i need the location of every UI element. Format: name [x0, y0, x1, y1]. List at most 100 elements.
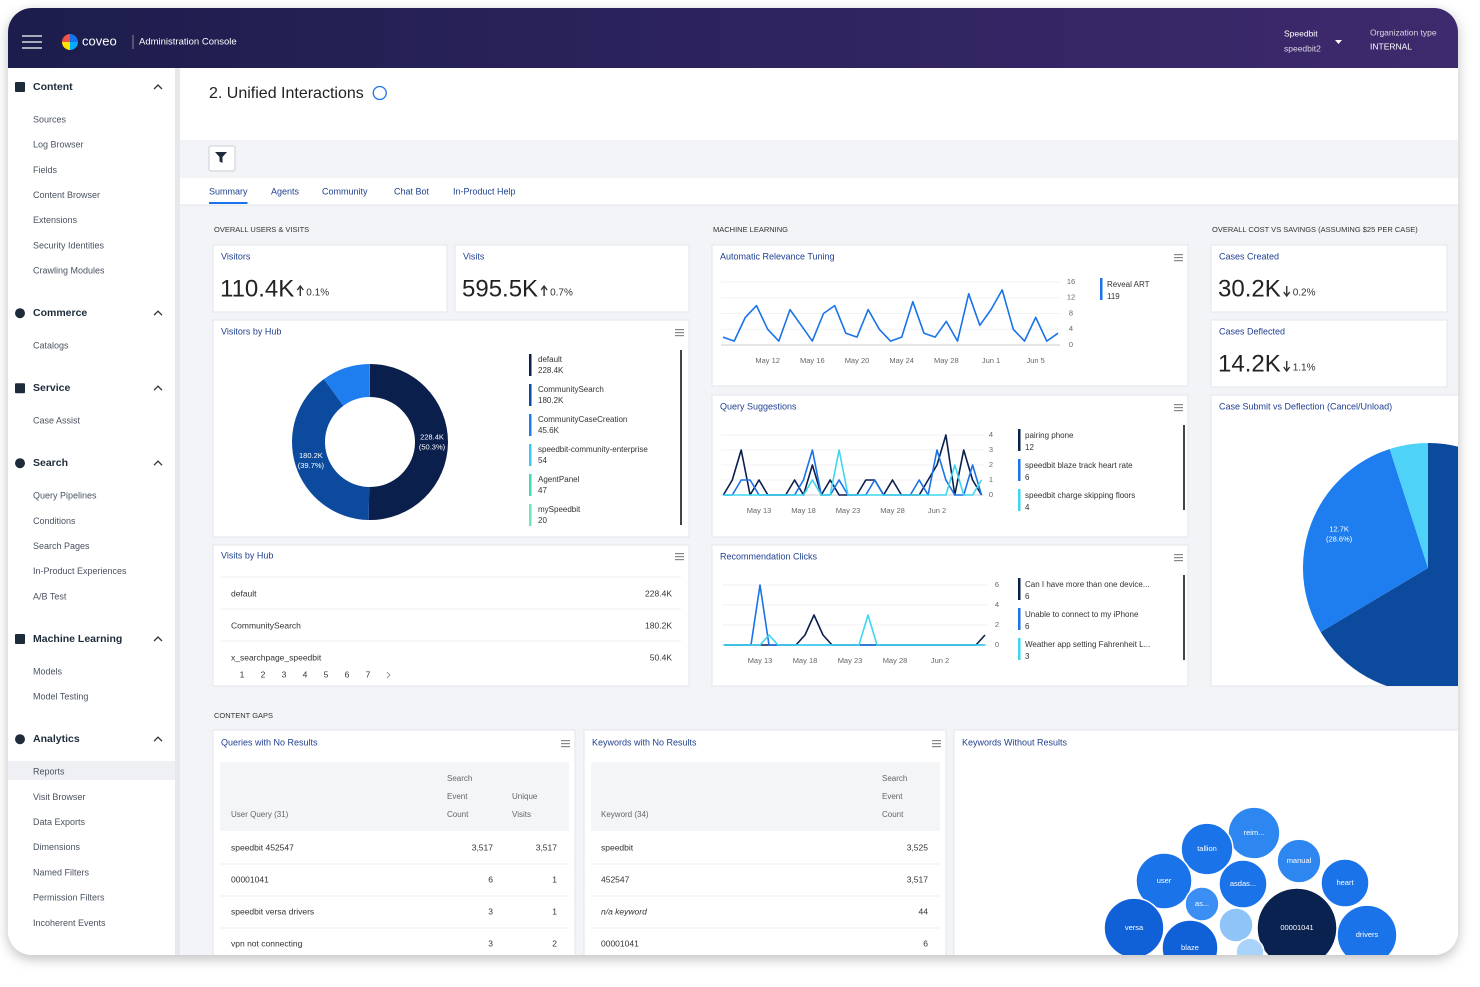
sidebar-item[interactable]: Extensions — [33, 215, 78, 225]
section-icon — [15, 308, 25, 319]
x-tick-label: Jun 2 — [931, 656, 949, 665]
hub-name: x_searchpage_speedbit — [231, 652, 322, 662]
column-header: Unique — [512, 792, 538, 801]
column-header[interactable]: Count — [447, 810, 469, 819]
sidebar-item[interactable]: Model Testing — [33, 692, 88, 702]
sidebar-item[interactable]: Dimensions — [33, 842, 81, 852]
table-header — [591, 762, 940, 831]
page-number[interactable]: 3 — [282, 669, 287, 679]
x-tick-label: May 23 — [838, 656, 863, 665]
column-header[interactable]: Keyword (34) — [601, 810, 649, 819]
title-bar — [180, 68, 1458, 140]
sidebar-item[interactable]: Incoherent Events — [33, 918, 106, 928]
sidebar-item[interactable]: Crawling Modules — [33, 266, 105, 276]
sidebar-heading[interactable]: Search — [33, 457, 68, 469]
bubble-label: as... — [1195, 899, 1209, 908]
menu-icon[interactable] — [22, 35, 42, 49]
next-page[interactable] — [386, 671, 391, 679]
x-tick-label: May 28 — [883, 656, 908, 665]
collapse-chevron — [153, 310, 163, 316]
card-title: Query Suggestions — [720, 401, 797, 411]
sidebar-item[interactable]: Log Browser — [33, 140, 84, 150]
tab[interactable]: Community — [322, 186, 368, 196]
slice-value: 12.7K — [1329, 524, 1349, 533]
hub-value: 180.2K — [645, 620, 672, 630]
sidebar-item[interactable]: Named Filters — [33, 867, 90, 877]
legend-name: Unable to connect to my iPhone — [1025, 610, 1139, 619]
card-menu[interactable] — [1174, 254, 1183, 262]
legend-swatch — [1018, 489, 1021, 511]
tab[interactable]: Agents — [271, 186, 300, 196]
sidebar-item[interactable]: Fields — [33, 165, 58, 175]
y-tick-label: 3 — [989, 445, 993, 454]
table-cell: 1 — [552, 906, 557, 916]
sidebar-item[interactable]: Reports — [33, 767, 65, 777]
org-caret[interactable] — [1335, 40, 1342, 44]
slice-percent: (28.6%) — [1326, 534, 1353, 543]
sidebar-item[interactable]: Catalogs — [33, 341, 69, 351]
donut-slice — [292, 379, 370, 520]
card-menu[interactable] — [675, 553, 684, 561]
page-number[interactable]: 6 — [345, 669, 350, 679]
column-header[interactable]: Visits — [512, 810, 531, 819]
section-icon — [15, 82, 25, 92]
page-number[interactable]: 4 — [303, 669, 308, 679]
sidebar-item[interactable]: Conditions — [33, 516, 76, 526]
x-tick-label: May 18 — [791, 506, 816, 515]
tab[interactable]: In-Product Help — [453, 186, 516, 196]
org-type-label: Organization type — [1370, 27, 1437, 37]
x-tick-label: May 13 — [747, 506, 772, 515]
sidebar-heading[interactable]: Commerce — [33, 307, 87, 319]
sidebar-item[interactable]: A/B Test — [33, 591, 67, 601]
sidebar-item[interactable]: Security Identities — [33, 240, 105, 250]
brand: coveo — [82, 33, 117, 48]
legend-value: 180.2K — [538, 396, 564, 405]
legend-name: default — [538, 355, 563, 364]
page-number[interactable]: 2 — [261, 669, 266, 679]
page-number[interactable]: 1 — [240, 669, 245, 679]
sidebar-heading[interactable]: Content — [33, 81, 73, 93]
table-cell: 6 — [488, 874, 493, 884]
legend-swatch — [529, 354, 532, 376]
card-menu[interactable] — [561, 740, 570, 748]
sidebar-heading[interactable]: Analytics — [33, 733, 80, 745]
sidebar-heading[interactable]: Service — [33, 382, 71, 394]
app: coveo Administration Console Speedbit speed… — [8, 8, 1458, 955]
card-title: Visits by Hub — [221, 550, 273, 560]
help-icon — [372, 85, 387, 101]
sidebar-item[interactable]: Case Assist — [33, 416, 81, 426]
sidebar-item[interactable]: Visit Browser — [33, 792, 85, 802]
sidebar-item[interactable]: Data Exports — [33, 817, 86, 827]
y-tick-label: 12 — [1067, 293, 1075, 302]
kpi-change: 0.1% — [306, 288, 329, 299]
tab[interactable]: Chat Bot — [394, 186, 430, 196]
card-menu-line — [561, 743, 570, 745]
table-cell: n/a keyword — [601, 906, 647, 916]
sidebar-item[interactable]: Content Browser — [33, 190, 100, 200]
page-number[interactable]: 5 — [324, 669, 329, 679]
logo-mark — [62, 34, 78, 50]
page-number[interactable]: 7 — [366, 669, 371, 679]
sidebar-item[interactable]: Search Pages — [33, 541, 90, 551]
card-menu[interactable] — [932, 740, 941, 748]
sidebar-heading[interactable]: Machine Learning — [33, 633, 122, 645]
card — [711, 244, 1189, 387]
column-header[interactable]: Count — [882, 810, 904, 819]
sidebar-item[interactable]: Query Pipelines — [33, 491, 97, 501]
legend-total: 6 — [1025, 622, 1030, 631]
column-header[interactable]: User Query (31) — [231, 810, 289, 819]
sidebar-item[interactable]: Sources — [33, 114, 67, 124]
pie-slice — [1389, 443, 1428, 568]
bubble-label: 00001041 — [1280, 923, 1313, 932]
sidebar-item[interactable]: Permission Filters — [33, 893, 105, 903]
page-title: 2. Unified Interactions — [209, 85, 364, 102]
bubble — [1235, 937, 1265, 955]
card-menu[interactable] — [1174, 404, 1183, 412]
sidebar-item[interactable]: Models — [33, 666, 63, 676]
card-menu[interactable] — [1174, 554, 1183, 562]
card — [212, 544, 690, 687]
card-menu[interactable] — [675, 329, 684, 337]
sidebar-item[interactable]: In-Product Experiences — [33, 566, 127, 576]
tab[interactable]: Summary — [209, 186, 248, 196]
y-tick-label: 2 — [989, 460, 993, 469]
